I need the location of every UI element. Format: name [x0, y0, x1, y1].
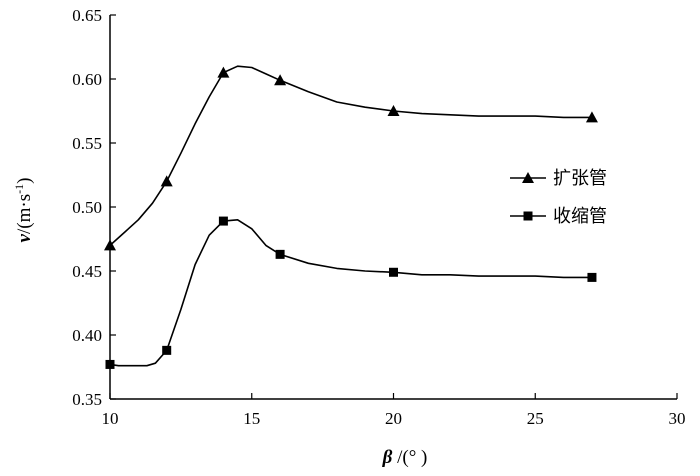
y-axis-unit: /(m·s — [14, 194, 35, 234]
data-point — [587, 272, 597, 282]
x-axis-title: β /(° ) — [382, 447, 428, 468]
legend-label: 收缩管 — [553, 206, 607, 227]
y-tick-label: 0.60 — [72, 70, 102, 89]
y-tick-label: 0.55 — [72, 134, 102, 153]
data-point — [160, 175, 173, 187]
data-point — [389, 267, 398, 277]
y-tick-label: 0.35 — [72, 390, 102, 409]
legend-label: 扩张管 — [553, 168, 607, 189]
series-line-1 — [109, 65, 592, 246]
y-tick-label: 0.40 — [72, 326, 102, 345]
data-point — [585, 111, 598, 123]
y-tick-label: 0.45 — [72, 262, 102, 281]
y-axis-sup: -1 — [12, 184, 26, 194]
legend-marker — [523, 211, 533, 221]
y-tick-label: 0.65 — [72, 6, 102, 25]
ticks: 10 15 20 25 30 0.35 0.40 0.45 0.50 0.55 0.60 0.65 — [72, 6, 685, 428]
data-point — [105, 359, 115, 369]
data-point — [162, 345, 172, 355]
y-axis-close: ) — [14, 178, 35, 184]
data-point — [387, 105, 400, 116]
x-tick-label: 25 — [527, 409, 544, 428]
x-tick-label: 20 — [385, 409, 402, 428]
y-axis-symbol: v — [14, 233, 35, 242]
x-axis-symbol: β — [382, 447, 393, 468]
series-line-2 — [109, 219, 592, 367]
x-axis-unit: /(° ) — [392, 447, 427, 468]
x-tick-label: 30 — [669, 409, 686, 428]
data-point — [217, 66, 230, 78]
y-tick-label: 0.50 — [72, 198, 102, 217]
data-point — [104, 239, 116, 251]
data-point — [275, 249, 285, 259]
data-point — [274, 74, 287, 86]
data-point — [218, 216, 228, 226]
x-tick-label: 10 — [102, 409, 119, 428]
x-tick-label: 15 — [243, 409, 260, 428]
series-layer — [104, 65, 598, 369]
legend-marker — [522, 172, 534, 183]
y-axis-title: v/(m·s-1) — [12, 178, 35, 243]
